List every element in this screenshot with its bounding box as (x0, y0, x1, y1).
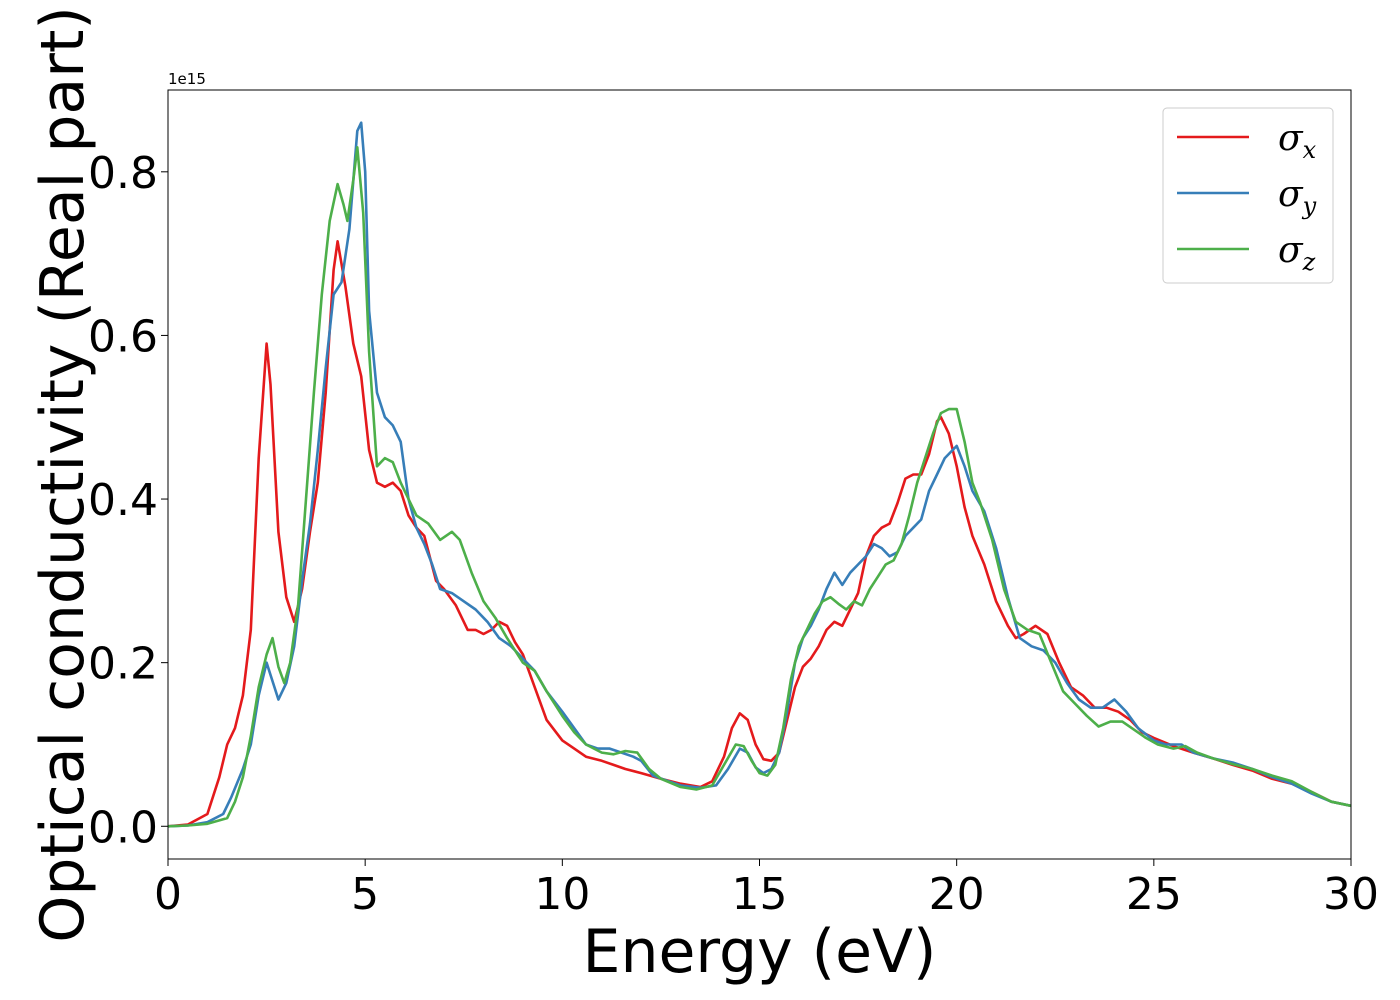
series-line-x (168, 240, 1351, 828)
y-tick-label: 0.2 (88, 639, 158, 690)
y-tick-label: 0.4 (88, 475, 158, 526)
x-tick-label: 30 (1323, 869, 1379, 920)
legend-label-y: σy (1278, 174, 1317, 220)
legend-box (1162, 107, 1334, 284)
x-tick-label: 5 (351, 869, 379, 920)
series-layer (168, 121, 1351, 828)
legend: σx σy σz (1162, 107, 1334, 284)
x-tick-label: 15 (732, 869, 788, 920)
y-axis-offset-text: 1e15 (168, 70, 206, 88)
legend-label-z: σz (1278, 230, 1316, 276)
x-axis: 0 5 10 15 20 25 30 (154, 859, 1379, 920)
x-tick-label: 25 (1126, 869, 1182, 920)
x-tick-label: 20 (929, 869, 985, 920)
series-line-z (168, 146, 1351, 828)
legend-label-x: σx (1278, 118, 1317, 164)
x-tick-label: 0 (154, 869, 182, 920)
y-axis: 0.0 0.2 0.4 0.6 0.8 (88, 148, 168, 853)
x-tick-label: 10 (534, 869, 590, 920)
y-tick-label: 0.6 (88, 311, 158, 362)
series-line-y (168, 121, 1351, 828)
x-axis-label: Energy (eV) (583, 917, 937, 987)
y-axis-label: Optical conductivity (Real part) (28, 6, 98, 943)
y-tick-label: 0.0 (88, 802, 158, 853)
y-tick-label: 0.8 (88, 148, 158, 199)
